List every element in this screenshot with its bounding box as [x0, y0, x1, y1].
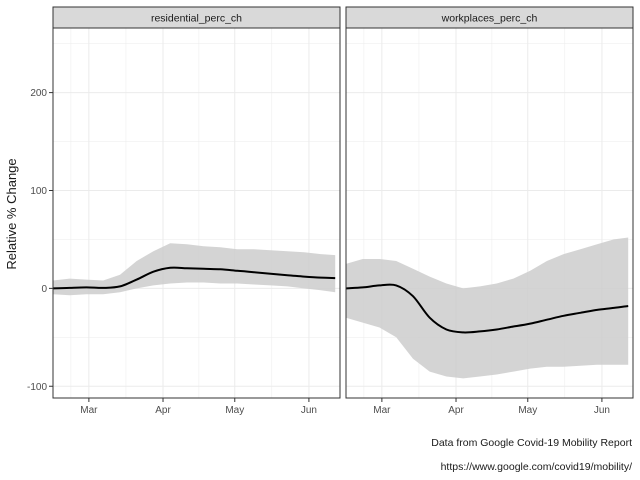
source-caption: Data from Google Covid-19 Mobility Repor…	[431, 437, 632, 449]
panel-residential_perc_ch: residential_perc_ch Mar Apr May Jun	[52, 6, 341, 416]
facet-strip-label: workplaces_perc_ch	[441, 13, 538, 25]
series-band-workplaces_perc_ch	[346, 237, 629, 379]
source-url-caption: https://www.google.com/covid19/mobility/	[440, 461, 632, 473]
y-axis-ticks: -100 0 100 200	[27, 88, 53, 393]
facet-strip	[345, 6, 634, 29]
facet-strip-label: residential_perc_ch	[151, 13, 242, 25]
x-tick-label: Apr	[448, 405, 464, 416]
facet-strip	[52, 6, 341, 29]
panel-background	[53, 28, 340, 398]
x-tick-label: Jun	[594, 405, 610, 416]
y-tick-label: -100	[27, 382, 47, 393]
y-tick-label: 100	[30, 186, 47, 197]
x-tick-label: Mar	[80, 405, 98, 416]
y-axis-title: Relative % Change	[4, 158, 19, 269]
x-tick-label: Mar	[373, 405, 391, 416]
y-tick-label: 0	[41, 284, 47, 295]
x-tick-label: Apr	[155, 405, 171, 416]
y-tick-label: 200	[30, 88, 47, 99]
panel-workplaces_perc_ch: workplaces_perc_ch Mar Apr May Jun	[345, 6, 634, 416]
trend-line-residential_perc_ch	[52, 266, 336, 290]
x-tick-label: May	[518, 405, 537, 416]
x-tick-label: Jun	[301, 405, 317, 416]
x-tick-label: May	[225, 405, 244, 416]
trend-line-workplaces_perc_ch	[345, 283, 629, 334]
